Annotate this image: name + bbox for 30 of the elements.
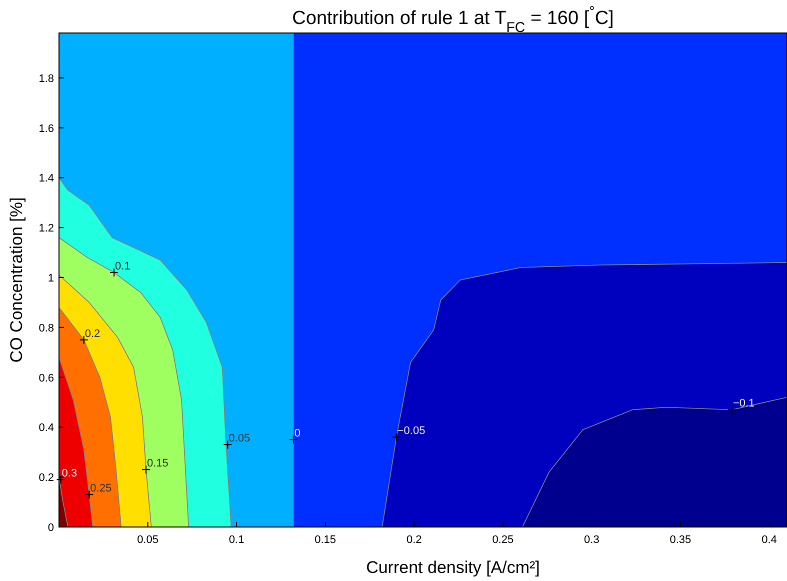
y-tick-label: 1 (48, 272, 54, 285)
annotation: 0.15 (147, 458, 168, 470)
annotation: −0.05 (397, 425, 426, 438)
x-tick-label: 0.35 (670, 534, 692, 546)
x-tick-label: 0.2 (406, 534, 422, 546)
y-tick-label: 0 (48, 522, 54, 534)
annotation: 0.3 (62, 468, 78, 480)
x-tick-label: 0.25 (492, 534, 514, 546)
y-tick-label: 1.6 (38, 122, 54, 135)
annotation: 0.25 (90, 482, 112, 495)
annotation: −0.1 (732, 398, 755, 410)
x-tick-label: 0.3 (584, 534, 600, 546)
y-tick-label: 0.8 (38, 322, 54, 334)
y-tick-label: 1.2 (38, 222, 54, 235)
y-axis-title: CO Concentration [%] (7, 197, 26, 363)
annotation: 0 (294, 428, 301, 440)
y-tick-label: 0.6 (38, 372, 54, 384)
x-tick-label: 0.4 (762, 534, 777, 546)
x-axis-title: Current density [A/cm²] (366, 558, 540, 577)
chart-title: Contribution of rule 1 at T$_{FC}$ = 160 [$^{°}$C] (292, 4, 614, 36)
y-tick-label: 1.4 (38, 172, 54, 185)
annotation: 0.2 (84, 328, 100, 340)
y-tick-label: 1.8 (38, 72, 54, 85)
y-tick-label: 0.2 (38, 472, 54, 484)
y-tick-label: 0.4 (38, 422, 54, 434)
annotation: 0.05 (228, 432, 250, 445)
x-tick-label: 0.05 (137, 534, 158, 546)
x-tick-label: 0.1 (228, 534, 244, 546)
x-tick-label: 0.15 (314, 534, 336, 546)
annotation: 0.1 (115, 260, 130, 273)
